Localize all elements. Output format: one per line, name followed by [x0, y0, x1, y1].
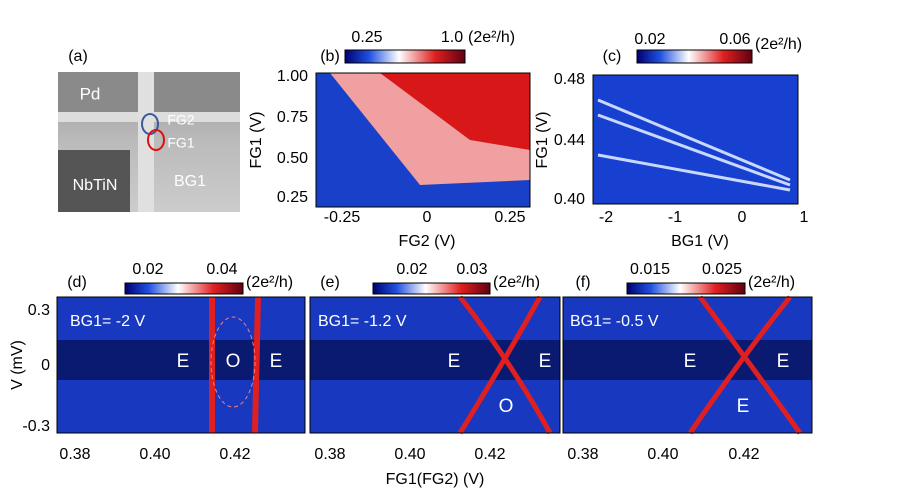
heatmap-d [56, 296, 306, 434]
annotation: BG1= -2 V [70, 313, 145, 330]
colorbar-tick: 0.04 [206, 261, 237, 278]
region-label: E [177, 351, 190, 372]
x-tick-label: 0 [423, 209, 432, 226]
colorbar-tick: 0.02 [396, 261, 427, 278]
panel-label: (a) [68, 48, 88, 65]
x-tick-label: 0 [738, 209, 747, 226]
colorbar-unit: (2e²/h) [748, 274, 795, 291]
annotation: BG1= -1.2 V [318, 313, 407, 330]
colorbar-tick: 0.03 [456, 261, 487, 278]
y-axis-label: FG1 (V) [534, 112, 551, 169]
y-tick-label: 1.00 [277, 68, 308, 85]
panel-label: (b) [320, 48, 340, 65]
y-tick-label: 0.48 [554, 71, 585, 88]
colorbar-tick: 1.0 [441, 29, 463, 46]
region-label: O [226, 351, 241, 372]
y-tick-label: 0.40 [554, 191, 585, 208]
panel-label: (f) [575, 274, 590, 291]
region-label: E [737, 396, 750, 417]
x-axis-label: FG2 (V) [399, 233, 456, 250]
x-tick-label: -2 [599, 209, 613, 226]
x-tick-label: 0.38 [59, 446, 90, 463]
region-label: O [499, 396, 514, 417]
image-text: FG1 [167, 135, 194, 151]
y-tick-label: 0.50 [277, 150, 308, 167]
x-tick-label: 0.40 [647, 446, 678, 463]
x-tick-label: 0.40 [394, 446, 425, 463]
y-tick-label: 0.3 [28, 302, 50, 319]
panel-label: (e) [320, 274, 340, 291]
colorbar-tick: 0.02 [634, 31, 665, 48]
x-axis-label: FG1(FG2) (V) [386, 471, 485, 488]
image-text: FG2 [167, 112, 194, 128]
image-text: BG1 [174, 173, 206, 190]
x-tick-label: 0.25 [494, 209, 525, 226]
x-tick-label: 0.40 [139, 446, 170, 463]
colorbar-unit: (2e²/h) [246, 274, 293, 291]
x-tick-label: 0.38 [567, 446, 598, 463]
y-tick-label: 0.44 [554, 132, 585, 149]
x-tick-label: 0.38 [314, 446, 345, 463]
heatmap-e [309, 295, 561, 435]
y-axis-label: FG1 (V) [248, 112, 265, 169]
x-tick-label: 1 [800, 209, 809, 226]
colorbar-unit: (2e²/h) [468, 29, 515, 46]
panel-label: (c) [603, 48, 622, 65]
heatmap-f [562, 295, 813, 435]
colorbar-tick: 0.02 [132, 261, 163, 278]
x-axis-label: BG1 (V) [671, 233, 729, 250]
y-tick-label: -0.3 [22, 418, 50, 435]
y-tick-label: 0.75 [277, 109, 308, 126]
colorbars [124, 49, 753, 295]
region-label: E [270, 351, 283, 372]
sem-image [58, 72, 240, 212]
region-label: E [777, 351, 790, 372]
region-label: E [448, 351, 461, 372]
x-tick-label: -1 [668, 209, 682, 226]
colorbar-tick: 0.015 [630, 261, 670, 278]
colorbar-unit: (2e²/h) [493, 274, 540, 291]
y-tick-label: 0 [41, 357, 50, 374]
colorbar-unit: (2e²/h) [755, 36, 802, 53]
colorbar-tick: 0.025 [702, 261, 742, 278]
colorbar-tick: 0.06 [719, 31, 750, 48]
x-tick-label: 0.42 [219, 446, 250, 463]
heatmap-c [592, 74, 799, 205]
x-tick-label: -0.25 [324, 209, 361, 226]
annotation: BG1= -0.5 V [570, 313, 659, 330]
region-label: E [684, 351, 697, 372]
y-axis-label: V (mV) [9, 340, 26, 390]
image-text: Pd [80, 84, 101, 103]
x-tick-label: 0.42 [728, 446, 759, 463]
panel-label: (d) [67, 274, 87, 291]
x-tick-label: 0.42 [474, 446, 505, 463]
heatmap-b [315, 72, 531, 208]
region-label: E [539, 351, 552, 372]
image-text: NbTiN [73, 177, 118, 194]
colorbar-tick: 0.25 [351, 29, 382, 46]
y-tick-label: 0.25 [277, 189, 308, 206]
